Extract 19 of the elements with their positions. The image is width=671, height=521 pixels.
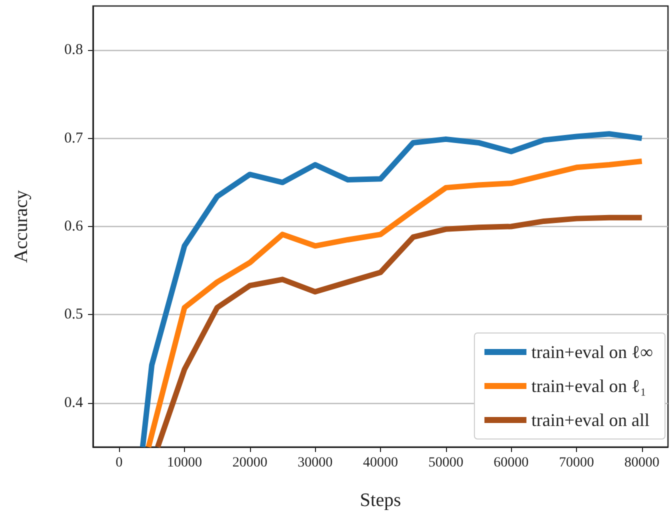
x-tick-label: 80000 — [624, 456, 660, 470]
y-tick-label: 0.5 — [64, 306, 83, 323]
x-tick-label: 10000 — [166, 456, 202, 470]
x-tick-label: 30000 — [298, 456, 333, 470]
legend-label: train+eval on ℓ₁ — [531, 376, 646, 396]
x-tick-label: 70000 — [559, 456, 594, 470]
x-tick-label: 40000 — [363, 456, 398, 470]
x-tick-label: 20000 — [232, 456, 268, 470]
x-tick-label: 0 — [116, 456, 123, 470]
y-axis-title: Accuracy — [11, 190, 32, 263]
legend-label: train+eval on all — [531, 410, 650, 430]
y-tick-label: 0.4 — [64, 394, 84, 411]
legend-label: train+eval on ℓ∞ — [531, 342, 654, 362]
x-tick-label: 60000 — [494, 456, 529, 470]
y-tick-label: 0.7 — [64, 130, 84, 146]
x-axis-title: Steps — [360, 490, 402, 511]
y-tick-label: 0.8 — [64, 42, 83, 58]
x-tick-label: 50000 — [428, 456, 464, 470]
y-tick-label: 0.6 — [64, 218, 84, 234]
